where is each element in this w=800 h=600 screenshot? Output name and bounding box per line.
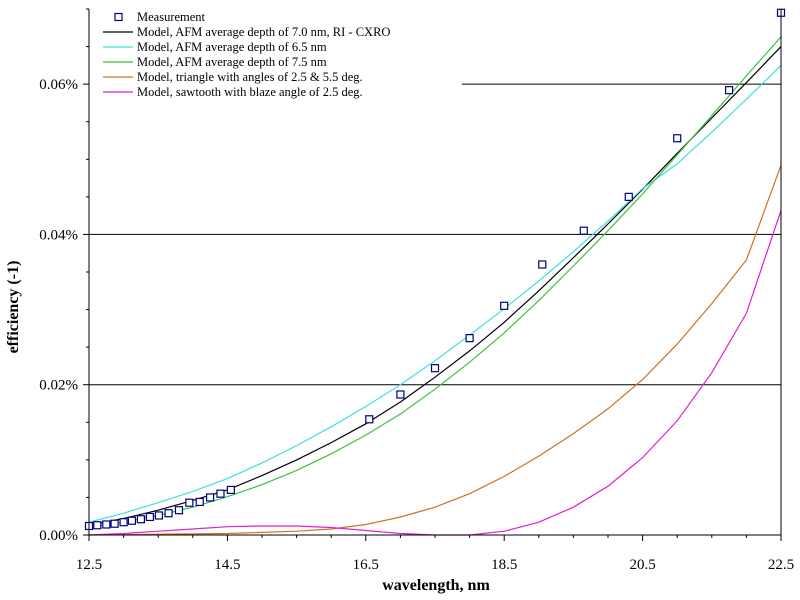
series-layer: [84, 8, 786, 536]
x-tick-label: 16.5: [353, 557, 379, 573]
measurement-point: [119, 518, 128, 527]
legend-label-4: Model, triangle with angles of 2.5 & 5.5…: [137, 70, 363, 84]
measurement-point: [164, 509, 173, 518]
legend-label-1: Model, AFM average depth of 7.0 nm, RI -…: [137, 25, 390, 39]
gridlines: [89, 83, 781, 386]
measurement-point: [500, 301, 509, 310]
measurement-point: [430, 364, 440, 373]
measurement-point: [93, 521, 102, 530]
measurement-point: [216, 489, 225, 498]
measurement-point: [136, 515, 145, 524]
measurement-point: [195, 497, 204, 507]
series-line-0: [88, 46, 782, 526]
x-tick-label: 22.5: [768, 557, 794, 573]
measurement-point: [465, 334, 474, 343]
measurement-point: [226, 485, 235, 495]
series-line-3: [88, 165, 782, 536]
measurement-point: [154, 511, 163, 520]
measurement-point: [102, 520, 111, 529]
legend-label-0: Measurement: [137, 10, 206, 24]
measurement-point: [145, 512, 154, 522]
measurement-point: [538, 260, 547, 269]
y-tick-label: 0.00%: [39, 528, 78, 544]
legend-marker-0: [114, 12, 123, 22]
legend-label-3: Model, AFM average depth of 7.5 nm: [137, 55, 327, 69]
series-line-2: [88, 36, 782, 529]
y-tick-label: 0.04%: [39, 227, 78, 243]
measurement-point: [396, 390, 405, 399]
measurement-point: [579, 226, 588, 235]
measurement-point: [673, 134, 682, 143]
legend-label-2: Model, AFM average depth of 6.5 nm: [137, 40, 327, 54]
x-tick-label: 20.5: [629, 557, 655, 573]
x-tick-label: 18.5: [491, 557, 517, 573]
measurement-point: [365, 415, 374, 424]
x-tick-label: 14.5: [214, 557, 240, 573]
x-axis-title: wavelength, nm: [382, 577, 490, 594]
measurement-point: [110, 519, 119, 528]
tick-labels: 12.5 14.5 16.5 18.5 20.5 22.5 0.00% 0.02% 0.04% 0…: [39, 77, 794, 573]
legend-label-5: Model, sawtooth with blaze angle of 2.5 …: [137, 85, 363, 99]
x-tick-label: 12.5: [76, 557, 102, 573]
y-tick-label: 0.06%: [39, 77, 78, 93]
measurement-point: [624, 192, 633, 201]
y-axis-title: efficiency (-1): [5, 261, 22, 354]
y-tick-label: 0.02%: [39, 378, 78, 394]
axes: [83, 8, 782, 541]
measurement-point: [174, 506, 184, 515]
series-line-1: [88, 64, 782, 523]
measurement-point: [724, 86, 734, 95]
series-line-4: [88, 210, 782, 536]
measurement-point: [185, 498, 194, 507]
measurement-point: [127, 516, 137, 525]
measurement-point: [206, 493, 215, 502]
